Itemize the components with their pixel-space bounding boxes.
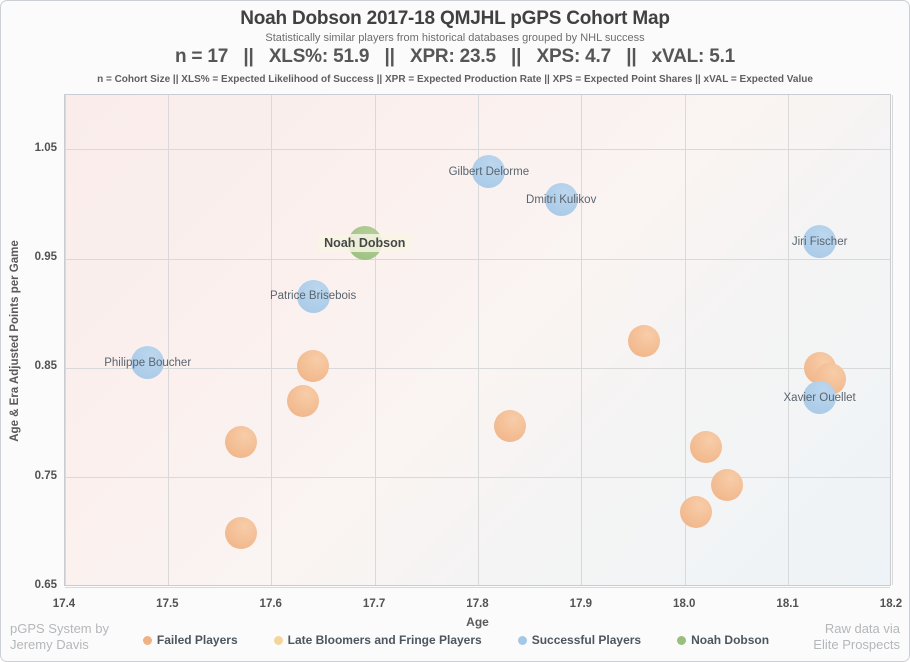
x-axis-tick-label: 17.9 bbox=[569, 598, 593, 610]
x-axis-title: Age bbox=[466, 615, 489, 629]
y-axis-tick-label: 1.05 bbox=[34, 141, 57, 154]
chart-legend: Failed Players Late Bloomers and Fringe … bbox=[121, 633, 791, 647]
gridline-horizontal bbox=[65, 586, 890, 588]
failed-players-dot-icon bbox=[142, 635, 152, 645]
data-point-failed[interactable] bbox=[710, 469, 743, 502]
x-axis-tick-label: 18.0 bbox=[673, 598, 696, 610]
legend-item-successful-players: Successful Players bbox=[517, 633, 642, 647]
data-point-successful[interactable] bbox=[544, 183, 578, 217]
gridline-horizontal bbox=[65, 477, 890, 479]
noah-dobson-dot-icon bbox=[677, 635, 687, 645]
gridline-vertical bbox=[374, 95, 376, 585]
legend-label: Late Bloomers and Fringe Players bbox=[287, 633, 482, 647]
chart-subtitle: Statistically similar players from histo… bbox=[265, 32, 645, 44]
legend-label: Successful Players bbox=[531, 633, 642, 647]
gridline-horizontal bbox=[65, 149, 890, 151]
x-axis-tick-label: 17.7 bbox=[362, 598, 386, 610]
successful-players-dot-icon bbox=[517, 635, 527, 645]
gridline-horizontal bbox=[65, 258, 890, 260]
data-point-failed[interactable] bbox=[493, 410, 526, 443]
x-axis-tick-label: 17.6 bbox=[259, 598, 282, 610]
data-point-failed[interactable] bbox=[224, 425, 257, 458]
credit-left-line1: pGPS System by bbox=[10, 621, 109, 636]
credit-left-line2: Jeremy Davis bbox=[10, 636, 89, 652]
cohort-stats-line: n = 17 || XLS%: 51.9 || XPR: 23.5 || XPS… bbox=[174, 46, 736, 67]
data-point-failed[interactable] bbox=[297, 350, 330, 383]
data-point-successful[interactable] bbox=[803, 225, 837, 258]
data-point-failed[interactable] bbox=[286, 385, 319, 418]
chart-title: Noah Dobson 2017-18 QMJHL pGPS Cohort Ma… bbox=[240, 8, 670, 29]
y-axis-tick-label: 0.75 bbox=[34, 469, 57, 482]
stats-definitions-line: n = Cohort Size || XLS% = Expected Likel… bbox=[97, 74, 813, 85]
x-axis-tick-label: 17.5 bbox=[156, 598, 179, 610]
gridline-vertical bbox=[64, 95, 66, 585]
point-label: Philippe Boucher bbox=[104, 356, 192, 369]
credit-right-line1: Raw data via bbox=[824, 621, 900, 636]
legend-item-late-bloomers: Late Bloomers and Fringe Players bbox=[273, 633, 482, 647]
plot-area: Gilbert Delorme Dmitri Kulikov Jiri Fische… bbox=[64, 94, 893, 588]
legend-label: Failed Players bbox=[156, 633, 238, 647]
gridline-vertical bbox=[581, 95, 583, 585]
data-point-successful[interactable] bbox=[472, 155, 506, 189]
late-bloomers-dot-icon bbox=[273, 635, 283, 645]
gridline-vertical bbox=[271, 95, 273, 585]
point-label: Patrice Brisebois bbox=[269, 290, 357, 303]
point-label: Jiri Fischer bbox=[791, 235, 848, 248]
data-point-failed[interactable] bbox=[679, 495, 712, 528]
y-axis-tick-label: 0.95 bbox=[34, 251, 57, 263]
gridline-vertical bbox=[167, 95, 169, 585]
legend-item-noah-dobson: Noah Dobson bbox=[677, 633, 769, 647]
point-label: Xavier Ouellet bbox=[783, 391, 856, 404]
legend-item-failed-players: Failed Players bbox=[142, 633, 238, 647]
credit-pgps-system: pGPS System by Jeremy Davis bbox=[10, 621, 109, 652]
gridline-vertical bbox=[788, 95, 790, 585]
data-point-successful[interactable] bbox=[296, 279, 330, 313]
legend-label: Noah Dobson bbox=[691, 633, 770, 647]
credit-right-line2: Elite Prospects bbox=[813, 636, 900, 652]
data-point-failed[interactable] bbox=[224, 517, 257, 550]
credit-raw-data: Raw data via Elite Prospects bbox=[813, 621, 900, 652]
data-point-failed[interactable] bbox=[689, 431, 722, 464]
y-axis-tick-label: 0.85 bbox=[34, 360, 57, 373]
gridline-vertical bbox=[891, 95, 893, 585]
point-label: Dmitri Kulikov bbox=[526, 193, 597, 206]
x-axis-tick-label: 17.8 bbox=[466, 598, 489, 610]
x-axis-tick-label: 18.1 bbox=[776, 598, 799, 610]
point-label: Gilbert Delorme bbox=[448, 165, 530, 178]
data-point-failed[interactable] bbox=[627, 325, 660, 357]
x-axis-tick-label: 18.2 bbox=[879, 598, 903, 610]
y-axis-title: Age & Era Adjusted Points per Game bbox=[9, 240, 21, 442]
y-axis-tick-label: 0.65 bbox=[34, 579, 57, 591]
x-axis-tick-label: 17.4 bbox=[52, 598, 76, 610]
gridline-horizontal bbox=[65, 367, 890, 369]
point-label: Noah Dobson bbox=[317, 233, 413, 252]
gridline-vertical bbox=[684, 95, 686, 585]
data-point-successful[interactable] bbox=[803, 381, 837, 415]
gridline-vertical bbox=[478, 95, 479, 585]
data-point-successful[interactable] bbox=[131, 346, 165, 380]
